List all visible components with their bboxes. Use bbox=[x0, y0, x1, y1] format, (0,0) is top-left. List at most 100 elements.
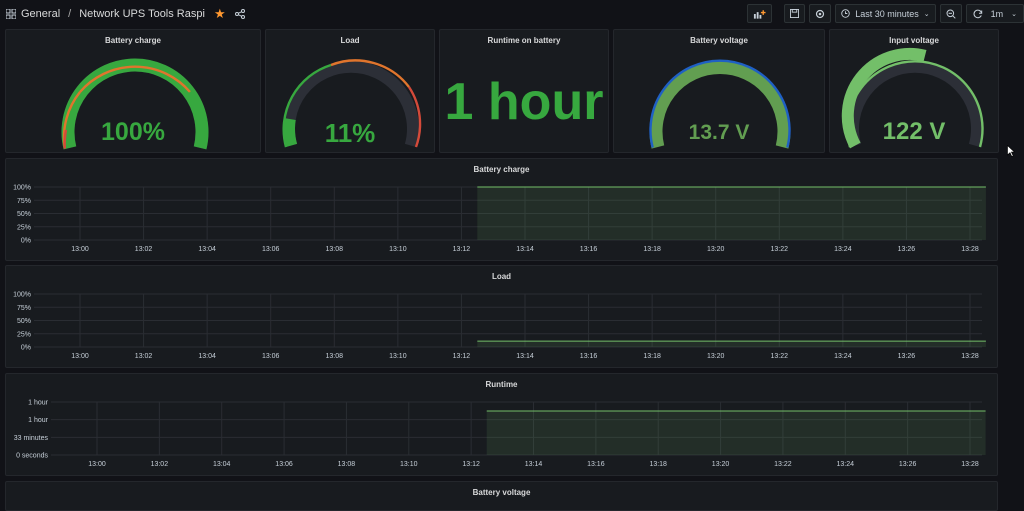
breadcrumb: General / Network UPS Tools Raspi ★ bbox=[6, 6, 245, 22]
gauge-value: 11% bbox=[324, 118, 376, 148]
toolbar: Last 30 minutes ⌄ 1m ⌄ bbox=[747, 4, 1024, 23]
gauge-value-arc bbox=[649, 61, 791, 149]
x-tick-label: 13:10 bbox=[389, 246, 407, 253]
x-tick-label: 13:12 bbox=[453, 353, 471, 360]
x-tick-label: 13:22 bbox=[771, 246, 789, 253]
share-icon[interactable] bbox=[234, 9, 245, 19]
time-picker-button[interactable]: Last 30 minutes ⌄ bbox=[835, 4, 936, 23]
x-tick-label: 13:28 bbox=[961, 353, 979, 360]
runtime-stat-panel: Runtime on battery 1 hour bbox=[439, 29, 609, 153]
add-panel-icon bbox=[754, 9, 766, 19]
gauge-value-arc bbox=[283, 118, 298, 148]
x-tick-label: 13:00 bbox=[71, 246, 89, 253]
x-tick-label: 13:14 bbox=[516, 353, 534, 360]
gauge-track bbox=[847, 60, 983, 148]
battery-charge-gauge bbox=[61, 58, 209, 150]
gauge-threshold-green bbox=[189, 91, 208, 149]
gear-icon bbox=[816, 9, 825, 18]
battery-charge-gauge-panel: Battery charge 100% bbox=[5, 29, 261, 153]
y-tick-label: 0% bbox=[21, 345, 31, 352]
gauge-value-arc bbox=[841, 47, 927, 149]
y-tick-label: 50% bbox=[17, 318, 31, 325]
battery-charge-chart[interactable]: 100% 75% 50% 25% 0% 13:00 13:02 13:04 13:06 13:08… bbox=[6, 159, 999, 262]
y-tick-label: 33 minutes bbox=[14, 435, 49, 442]
x-tick-label: 13:26 bbox=[898, 246, 916, 253]
save-icon bbox=[790, 9, 800, 18]
panel-title: Load bbox=[340, 36, 360, 45]
battery-voltage-gauge-panel: Battery voltage 13.7 V bbox=[613, 29, 825, 153]
x-tick-label: 13:24 bbox=[834, 353, 852, 360]
x-tick-label: 13:06 bbox=[262, 246, 280, 253]
gauge-value: 122 V bbox=[882, 118, 946, 145]
input-voltage-gauge-panel: Input voltage 122 V bbox=[829, 29, 999, 153]
x-tick-label: 13:04 bbox=[213, 461, 231, 468]
x-tick-label: 13:14 bbox=[516, 246, 534, 253]
gauge-value: 100% bbox=[101, 118, 165, 146]
stat-value: 1 hour bbox=[444, 73, 604, 131]
gauge-value: 13.7 V bbox=[688, 121, 750, 144]
y-tick-label: 75% bbox=[17, 198, 31, 205]
gauge-threshold-red bbox=[63, 129, 68, 149]
x-tick-label: 13:00 bbox=[88, 461, 106, 468]
save-dashboard-button[interactable] bbox=[784, 4, 806, 23]
breadcrumb-folder[interactable]: General bbox=[21, 8, 61, 20]
refresh-interval-label: 1m bbox=[990, 8, 1004, 19]
dashboard-settings-button[interactable] bbox=[809, 4, 832, 23]
y-tick-label: 100% bbox=[13, 292, 31, 299]
breadcrumb-separator: / bbox=[68, 8, 72, 20]
star-icon[interactable]: ★ bbox=[213, 6, 226, 21]
y-tick-label: 25% bbox=[17, 224, 31, 231]
refresh-picker[interactable]: 1m ⌄ bbox=[965, 4, 1024, 23]
x-tick-label: 13:22 bbox=[771, 353, 789, 360]
zoom-out-button[interactable] bbox=[939, 4, 962, 23]
dashboard-topbar: General / Network UPS Tools Raspi ★ bbox=[0, 0, 1024, 28]
x-tick-label: 13:28 bbox=[961, 246, 979, 253]
x-tick-label: 13:04 bbox=[198, 246, 216, 253]
x-tick-label: 13:08 bbox=[326, 353, 344, 360]
battery-voltage-timeseries-panel: Battery voltage bbox=[5, 481, 998, 511]
x-tick-label: 13:16 bbox=[580, 353, 598, 360]
x-tick-label: 13:08 bbox=[338, 461, 356, 468]
panel-title: Load bbox=[491, 272, 512, 281]
gauge-track bbox=[283, 60, 419, 148]
gauge-threshold-green bbox=[282, 63, 332, 148]
panel-title: Battery charge bbox=[104, 36, 162, 45]
x-tick-label: 13:12 bbox=[462, 461, 480, 468]
x-tick-label: 13:16 bbox=[580, 246, 598, 253]
clock-icon bbox=[841, 9, 850, 18]
load-timeseries-panel: Load 100% 75% 50% 25% 0% 13:00 13:02 13:04 13:06… bbox=[5, 265, 998, 368]
x-tick-label: 13:18 bbox=[643, 353, 661, 360]
panel-title: Battery voltage bbox=[472, 488, 531, 497]
x-tick-label: 13:04 bbox=[198, 353, 216, 360]
load-chart[interactable]: 100% 75% 50% 25% 0% 13:00 13:02 13:04 13:06 13:08… bbox=[6, 266, 999, 369]
panel-title: Runtime bbox=[485, 380, 518, 389]
chevron-down-icon: ⌄ bbox=[1011, 10, 1017, 18]
battery-voltage-gauge bbox=[649, 59, 791, 149]
dashboards-grid-icon[interactable] bbox=[6, 9, 16, 19]
panel-title: Input voltage bbox=[889, 36, 939, 45]
y-tick-label: 50% bbox=[17, 211, 31, 218]
x-tick-label: 13:06 bbox=[262, 353, 280, 360]
refresh-icon[interactable] bbox=[973, 9, 983, 19]
series-area bbox=[486, 411, 986, 455]
add-panel-button[interactable] bbox=[747, 4, 773, 23]
y-tick-label: 25% bbox=[17, 331, 31, 338]
x-tick-label: 13:20 bbox=[707, 353, 725, 360]
x-tick-label: 13:06 bbox=[275, 461, 293, 468]
x-tick-label: 13:26 bbox=[899, 461, 917, 468]
x-tick-label: 13:16 bbox=[587, 461, 605, 468]
x-tick-label: 13:08 bbox=[326, 246, 344, 253]
y-tick-label: 75% bbox=[17, 305, 31, 312]
x-tick-label: 13:20 bbox=[712, 461, 730, 468]
panel-title: Runtime on battery bbox=[487, 36, 561, 45]
gauge-threshold-green bbox=[846, 60, 984, 148]
series-area bbox=[477, 341, 986, 347]
runtime-chart[interactable]: 1 hour 1 hour 33 minutes 0 seconds 13:00 13:0… bbox=[6, 374, 999, 477]
gauge-value-arc bbox=[61, 58, 209, 150]
y-tick-label: 0 seconds bbox=[16, 453, 48, 460]
panel-title: Battery charge bbox=[473, 165, 530, 174]
y-tick-label: 1 hour bbox=[28, 400, 49, 407]
gauge-threshold-orange bbox=[330, 59, 410, 88]
runtime-timeseries-panel: Runtime 1 hour 1 hour 33 minutes 0 seconds 1… bbox=[5, 373, 998, 476]
dashboard-title[interactable]: Network UPS Tools Raspi bbox=[79, 8, 205, 20]
